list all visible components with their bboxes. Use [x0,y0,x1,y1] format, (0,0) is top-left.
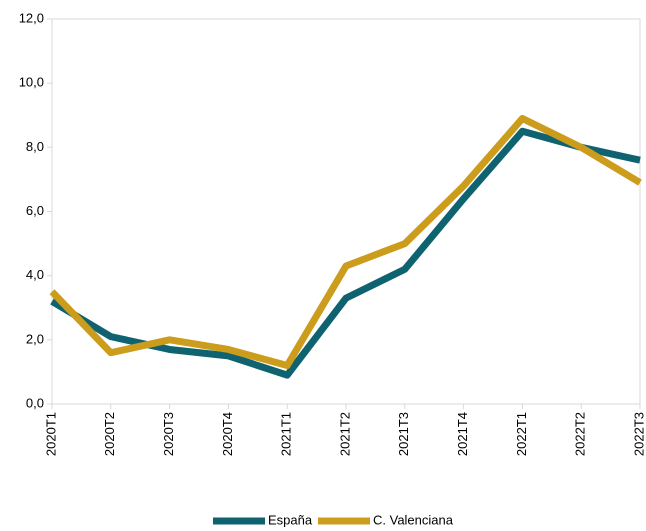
x-tick-label: 2022T2 [573,412,588,456]
y-tick-label: 0,0 [26,395,44,410]
y-tick-label: 6,0 [26,203,44,218]
x-tick-label: 2020T3 [161,412,176,456]
legend-label: C. Valenciana [373,512,454,527]
x-tick-label: 2021T4 [455,412,470,456]
series-line [50,127,641,379]
y-tick-label: 2,0 [26,331,44,346]
legend-label: España [268,512,313,527]
y-tick-label: 8,0 [26,139,44,154]
x-tick-label: 2021T2 [337,412,352,456]
x-tick-label: 2021T3 [396,412,411,456]
x-tick-label: 2021T1 [279,412,294,456]
y-tick-label: 10,0 [19,75,44,90]
y-tick-label: 4,0 [26,267,44,282]
x-tick-label: 2022T1 [514,412,529,456]
y-tick-label: 12,0 [19,10,44,25]
x-tick-label: 2020T4 [220,412,235,456]
series-line [49,114,642,369]
x-tick-label: 2022T3 [631,412,646,456]
x-tick-label: 2020T2 [102,412,117,456]
x-tick-label: 2020T1 [43,412,58,456]
